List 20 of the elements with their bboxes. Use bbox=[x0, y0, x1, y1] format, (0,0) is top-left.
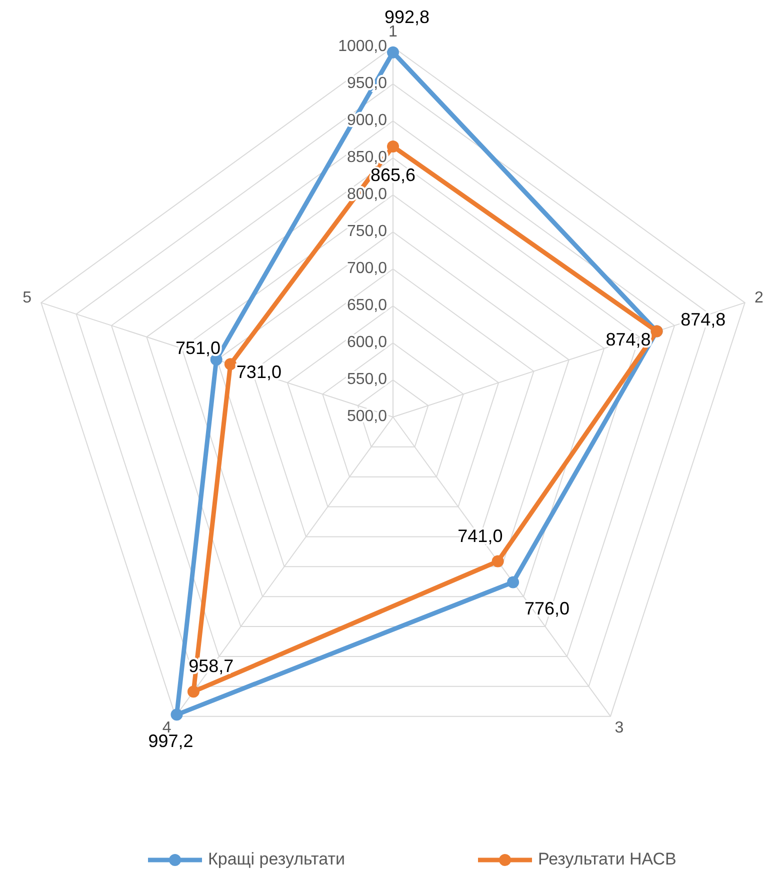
data-label: 874,8 bbox=[680, 310, 726, 330]
y-tick-label: 600,0 bbox=[346, 334, 388, 352]
data-label: 776,0 bbox=[524, 598, 570, 618]
y-tick-label: 500,0 bbox=[346, 408, 388, 426]
y-tick-label: 550,0 bbox=[346, 371, 388, 388]
spoke-label: 2 bbox=[754, 289, 764, 306]
spoke-label: 1 bbox=[388, 23, 398, 40]
data-label: 874,8 bbox=[606, 329, 651, 350]
y-tick-label: 650,0 bbox=[346, 297, 388, 314]
y-tick-label: 1000,0 bbox=[338, 38, 388, 56]
legend-label: Кращі результати bbox=[208, 849, 345, 868]
spoke-label: 3 bbox=[614, 720, 624, 737]
legend-label: Результати НАСВ bbox=[538, 849, 676, 868]
y-tick-label: 750,0 bbox=[346, 223, 388, 240]
spoke-label: 5 bbox=[22, 289, 32, 306]
data-label: 751,0 bbox=[175, 338, 221, 358]
y-tick-label: 700,0 bbox=[346, 260, 388, 278]
data-label: 741,0 bbox=[458, 526, 503, 546]
data-label: 865,6 bbox=[370, 165, 416, 186]
data-label: 731,0 bbox=[236, 362, 282, 382]
